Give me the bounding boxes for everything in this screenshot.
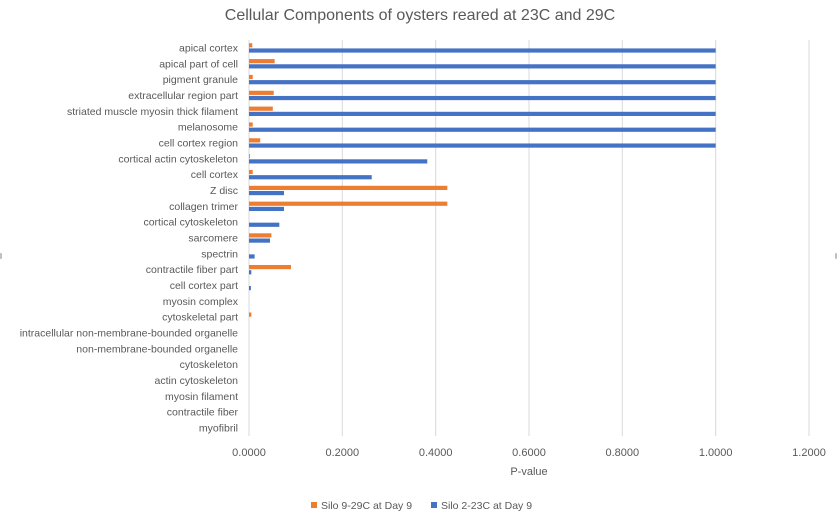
category-label: collagen trimer — [169, 201, 238, 213]
x-tick-label: 0.4000 — [419, 447, 453, 459]
bar-silo-9-29c — [249, 90, 274, 95]
category-labels: apical cortex apical part of cell pigment … — [20, 42, 239, 434]
bar-silo-2-23c — [249, 159, 428, 164]
category-label: intracellular non-membrane-bounded organ… — [20, 328, 238, 340]
bar-silo-2-23c — [249, 48, 716, 53]
bar-silo-2-23c — [249, 143, 716, 148]
category-label: myofibril — [199, 423, 238, 435]
bar-silo-2-23c — [249, 206, 284, 212]
category-label: apical part of cell — [159, 58, 238, 70]
bar-silo-9-29c — [249, 74, 253, 80]
x-tick-label: 1.2000 — [792, 447, 826, 459]
bar-silo-2-23c — [249, 270, 252, 275]
chart-title: Cellular Components of oysters reared at… — [225, 7, 615, 24]
category-label: myosin filament — [165, 391, 238, 403]
category-label: cell cortex — [191, 169, 239, 181]
x-axis-label: P-value — [510, 466, 547, 478]
category-label: sarcomere — [188, 233, 238, 245]
bar-silo-9-29c — [249, 169, 253, 175]
bar-silo-2-23c — [249, 95, 716, 101]
category-label: cortical cytoskeleton — [143, 217, 238, 229]
category-label: extracellular region part — [128, 90, 238, 102]
bar-silo-9-29c — [249, 312, 252, 317]
category-label: striated muscle myosin thick filament — [67, 106, 238, 118]
category-label: contractile fiber part — [146, 264, 238, 276]
category-label: cell cortex part — [170, 280, 238, 292]
bar-silo-9-29c — [249, 43, 253, 48]
left-edge-handle — [0, 253, 2, 259]
category-label: apical cortex — [179, 42, 239, 54]
bar-silo-9-29c — [249, 264, 291, 270]
bar-silo-9-29c — [249, 154, 250, 159]
bar-silo-2-23c — [249, 175, 372, 180]
category-label: melanosome — [178, 122, 238, 134]
bar-silo-2-23c — [249, 64, 716, 69]
bar-silo-2-23c — [249, 222, 280, 227]
bar-silo-2-23c — [249, 80, 716, 85]
category-label: Z disc — [210, 185, 238, 197]
bar-silo-9-29c — [249, 185, 448, 190]
category-label: non-membrane-bounded organelle — [76, 343, 238, 355]
x-tick-label: 0.8000 — [606, 447, 640, 459]
x-tick-label: 0.2000 — [326, 447, 360, 459]
bar-silo-2-23c — [249, 127, 716, 132]
bars — [249, 43, 716, 317]
category-label: spectrin — [201, 248, 238, 260]
category-label: cortical actin cytoskeleton — [118, 153, 238, 165]
bar-silo-2-23c — [249, 190, 284, 196]
bar-silo-9-29c — [249, 106, 273, 111]
legend-label: Silo 2-23C at Day 9 — [441, 500, 532, 512]
category-label: pigment granule — [163, 74, 238, 86]
bar-silo-9-29c — [249, 201, 448, 206]
category-label: myosin complex — [163, 296, 239, 308]
bar-silo-9-29c — [249, 122, 253, 127]
bar-silo-2-23c — [249, 111, 716, 116]
bar-silo-9-29c — [249, 59, 275, 64]
legend-swatch — [311, 502, 317, 508]
x-tick-label: 0.6000 — [512, 447, 546, 459]
x-tick-label: 1.0000 — [699, 447, 733, 459]
x-tick-label: 0.0000 — [232, 447, 266, 459]
legend: Silo 9-29C at Day 9 Silo 2-23C at Day 9 — [311, 500, 532, 512]
bar-silo-2-23c — [249, 286, 251, 291]
right-edge-handle — [835, 253, 837, 259]
category-label: cytoskeleton — [180, 359, 239, 371]
x-tick-labels: 0.0000 0.2000 0.4000 0.6000 0.8000 1.0000 1.20… — [232, 447, 826, 459]
bar-silo-2-23c — [249, 238, 270, 243]
bar-silo-9-29c — [249, 138, 261, 143]
legend-swatch — [431, 502, 437, 508]
category-label: cell cortex region — [159, 137, 239, 149]
bar-silo-2-23c — [249, 254, 255, 259]
legend-label: Silo 9-29C at Day 9 — [321, 500, 412, 512]
gridlines — [248, 40, 810, 436]
category-label: actin cytoskeleton — [155, 375, 239, 387]
bar-silo-9-29c — [249, 233, 272, 238]
category-label: cytoskeletal part — [162, 312, 238, 324]
category-label: contractile fiber — [167, 407, 239, 419]
